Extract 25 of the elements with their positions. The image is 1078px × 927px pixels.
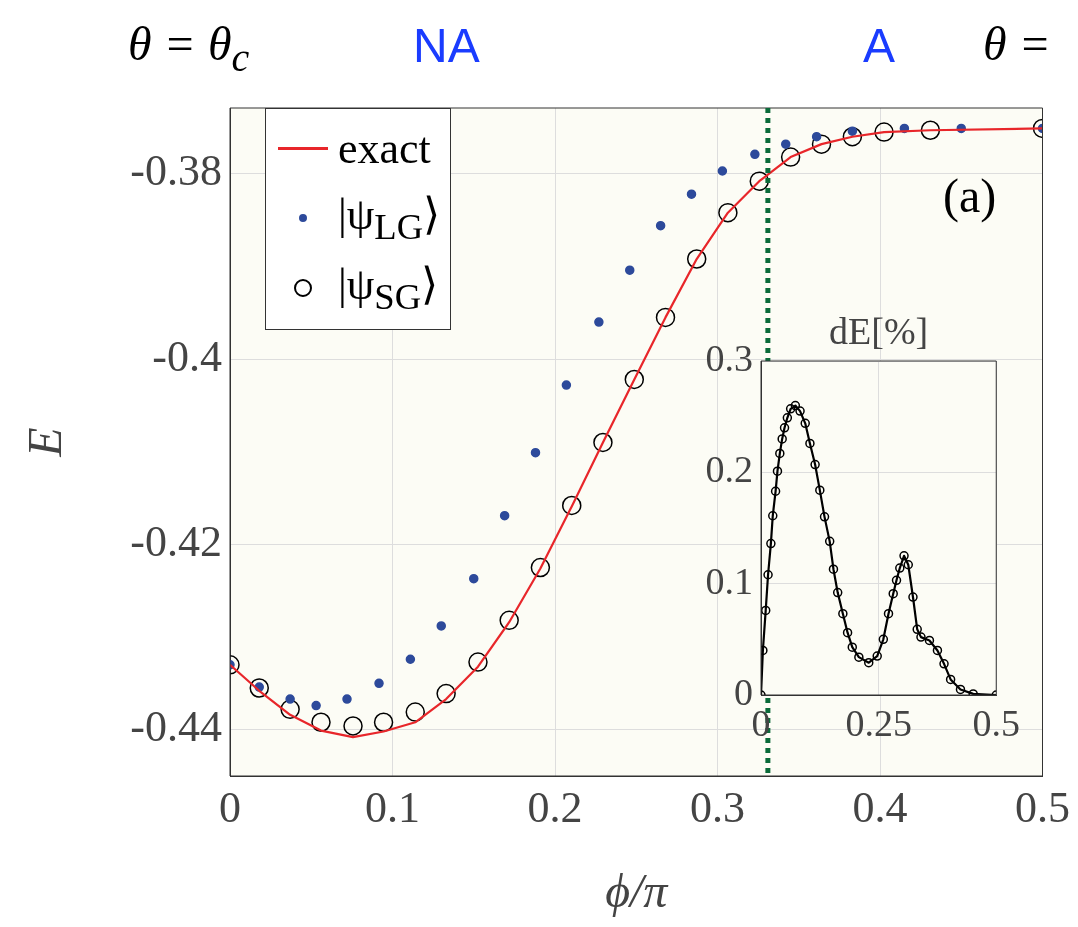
text: θ = [983, 16, 1051, 71]
y-tick-label: 0.1 [705, 559, 753, 602]
x-tick-label: 0.5 [1015, 782, 1070, 832]
y-tick-label: -0.42 [130, 516, 222, 566]
y-tick-label: 0 [734, 670, 753, 713]
y-tick-label: 0.3 [705, 336, 753, 379]
y-tick-label: -0.4 [152, 331, 222, 381]
text: A [863, 18, 896, 73]
x-tick-label: 0.25 [845, 701, 912, 744]
legend-label: |ψ$_{LG}$⟩ [338, 189, 441, 248]
text: θ = θ$_{c}$ [128, 16, 250, 81]
annotation: (a) [943, 168, 997, 223]
y-tick-label: -0.38 [130, 146, 222, 196]
x-tick-label: 0.1 [365, 782, 420, 832]
y-tick-label: -0.44 [130, 702, 222, 752]
y-axis-title: E [18, 427, 72, 458]
x-tick-label: 0.4 [852, 782, 908, 832]
x-tick-label: 0.2 [527, 782, 583, 832]
y-tick-label: 0.2 [705, 448, 753, 491]
legend-label: |ψ$_{SG}$⟩ [338, 259, 439, 318]
text: NA [413, 18, 480, 73]
x-axis-title: ϕ/π [605, 863, 670, 917]
legend-label: exact [338, 122, 431, 174]
x-tick-label: 0.5 [972, 701, 1020, 744]
chart-title: dE[%] [829, 309, 929, 352]
